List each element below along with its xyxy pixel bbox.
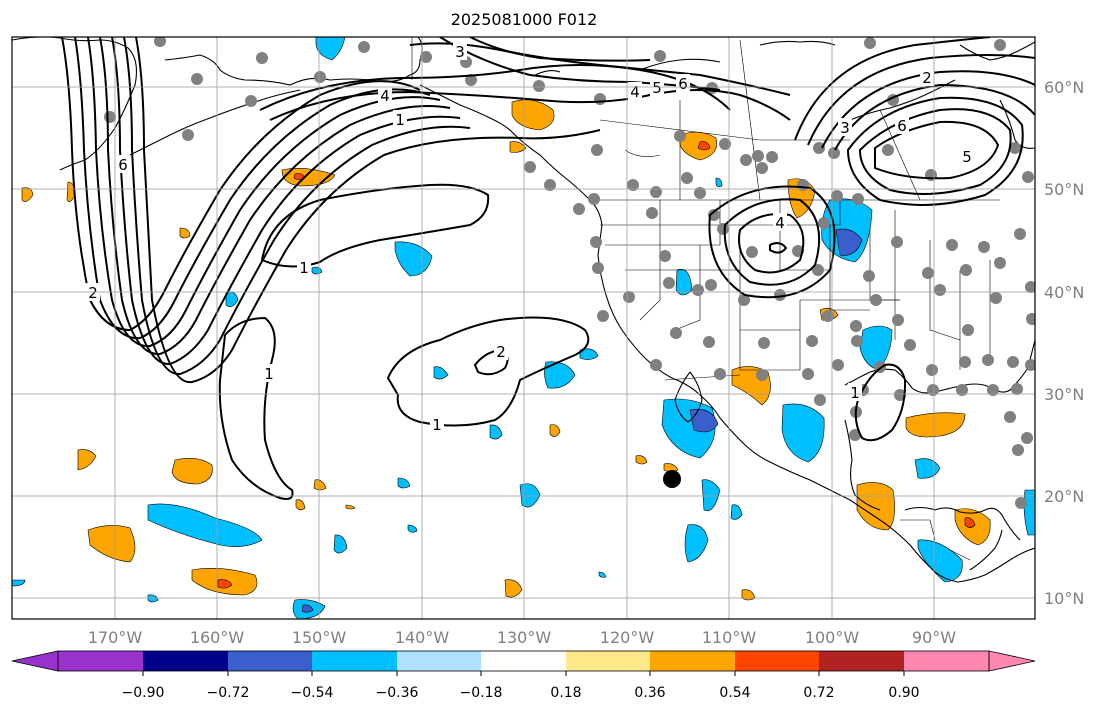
contour-label: 5 [652, 79, 662, 97]
map-title: 2025081000 F012 [451, 10, 598, 29]
colorbar-segment [397, 651, 481, 671]
contour-label: 1 [299, 259, 309, 277]
colorbar-extend-max [988, 650, 1036, 672]
lon-label: 130°W [497, 628, 552, 647]
map-frame [11, 36, 1036, 620]
colorbar-segment [481, 651, 566, 671]
lon-label: 100°W [805, 628, 860, 647]
colorbar-segment [312, 651, 397, 671]
contour-label: 1 [850, 384, 860, 402]
colorbar-segment [58, 651, 143, 671]
colorbar-tick-label: −0.54 [291, 685, 334, 701]
contour-label: 4 [380, 87, 390, 105]
cyclone-center-marker [663, 470, 681, 488]
contour-label: 6 [897, 117, 907, 135]
lon-label: 120°W [600, 628, 655, 647]
colorbar-segment [904, 651, 989, 671]
colorbar-tick-label: 0.36 [634, 685, 665, 701]
colorbar-segment [819, 651, 904, 671]
contour-label: 2 [922, 69, 932, 87]
negative-anomaly-patches [12, 37, 1035, 619]
lat-label: 50°N [1044, 180, 1084, 199]
lat-label: 30°N [1044, 385, 1084, 404]
colorbar-segment [566, 651, 650, 671]
colorbar-tick-label: 0.72 [803, 685, 834, 701]
contour-label: 5 [962, 148, 972, 166]
colorbar-tick-label: −0.90 [122, 685, 165, 701]
contour-label: 6 [678, 75, 688, 93]
contour-label: 2 [88, 284, 98, 302]
colorbar-segment [735, 651, 819, 671]
colorbar-extend-min [11, 650, 59, 672]
colorbar-tick-label: 0.90 [888, 685, 919, 701]
contour-label: 1 [264, 365, 274, 383]
map-content: 1 1 1 1 2 2 2 3 3 4 4 [12, 37, 1035, 619]
contour-label: 4 [630, 83, 640, 101]
colorbar-tick-label: −0.72 [207, 685, 250, 701]
colorbar-segment [228, 651, 312, 671]
lat-label: 10°N [1044, 589, 1084, 608]
colorbar-tick-label: −0.36 [376, 685, 419, 701]
lon-label: 170°W [88, 628, 143, 647]
colorbar-frame [57, 650, 990, 672]
latitude-labels: 60°N 50°N 40°N 30°N 20°N 10°N [1044, 78, 1084, 608]
lon-label: 160°W [190, 628, 245, 647]
station-markers [104, 37, 1035, 509]
lon-label: 140°W [395, 628, 450, 647]
contour-label: 3 [840, 119, 850, 137]
colorbar-tick-label: −0.18 [460, 685, 503, 701]
lat-label: 20°N [1044, 487, 1084, 506]
lon-label: 90°W [912, 628, 956, 647]
contour-label: 1 [432, 416, 442, 434]
colorbar: −0.90 −0.72 −0.54 −0.36 −0.18 0.18 0.36 … [11, 650, 1036, 701]
lon-label: 110°W [702, 628, 757, 647]
contour-label: 1 [395, 111, 405, 129]
gridlines [12, 37, 1035, 619]
lat-label: 60°N [1044, 78, 1084, 97]
contour-label: 3 [455, 43, 465, 61]
lon-label: 150°W [292, 628, 347, 647]
colorbar-tick-label: 0.54 [719, 685, 750, 701]
colorbar-segment [143, 651, 228, 671]
contour-label: 6 [118, 156, 128, 174]
longitude-labels: 170°W 160°W 150°W 140°W 130°W 120°W 110°… [88, 628, 956, 647]
contour-label: 2 [496, 343, 506, 361]
colorbar-tick-label: 0.18 [550, 685, 581, 701]
lat-label: 40°N [1044, 283, 1084, 302]
contour-lines [61, 37, 1035, 500]
colorbar-segment [650, 651, 735, 671]
contour-label: 4 [775, 214, 785, 232]
